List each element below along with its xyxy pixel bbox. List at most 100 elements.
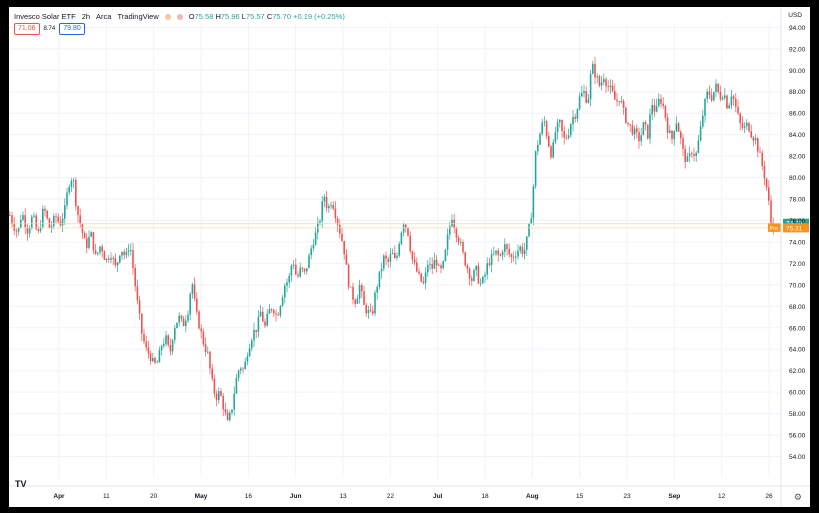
ohlc-change: +0.19 (+0.25%) [293,12,345,21]
candle-body [550,146,552,158]
candle-body [163,343,165,346]
interval-label[interactable]: 2h [81,12,91,21]
candle-body [108,258,110,260]
candle-body [209,351,211,369]
candle-body [66,192,68,206]
candle-body [515,256,517,258]
y-axis[interactable]: 54.00 56.00 58.00 60.00 62.00 64.00 66.00 68.00… [780,7,806,507]
candle-body [510,254,513,257]
candle-body [574,116,576,119]
candle-body [666,117,669,133]
spread-value: 8.74 [43,26,56,32]
candle-body [418,271,420,274]
candle-body [427,264,429,273]
candle-body [88,236,90,248]
pre-market-value: 75.31 [786,225,803,232]
candle-body [361,285,363,292]
candles [9,57,774,422]
y-tick-label: 60.00 [789,390,806,397]
candle-body [708,91,711,96]
candle-body [649,114,651,139]
x-tick-label: Jul [433,493,443,500]
candle-body [352,286,354,300]
candle-body [706,91,708,100]
y-tick-label: 62.00 [789,368,806,375]
candle-body [158,350,161,363]
candle-body [81,223,84,234]
candle-body [336,218,339,225]
candle-body [383,255,385,269]
candle-body [521,246,524,254]
candle-body [596,76,598,78]
candle-body [488,263,491,266]
candle-body [114,258,117,266]
candle-body [473,269,475,281]
candle-body [367,310,370,314]
candle-body [116,262,119,266]
y-tick-label: 54.00 [789,454,806,461]
candle-body [149,353,152,362]
y-tick-label: 92.00 [789,46,806,53]
y-tick-label: 58.00 [789,411,806,418]
candle-body [31,216,33,229]
tradingview-logo-icon[interactable]: TV [15,479,27,489]
candle-body [484,274,486,277]
candle-body [233,393,235,410]
candle-body [517,250,519,257]
candle-body [369,310,372,311]
candle-body [752,137,755,141]
candle-body [675,123,678,131]
symbol-title[interactable]: Invesco Solar ETF [14,12,76,21]
candle-body [512,256,515,258]
candle-body [130,250,132,251]
candle-body [42,208,44,228]
candle-body [431,263,433,269]
candle-body [182,318,185,327]
x-axis[interactable]: Apr 11 20 May 16 Jun 13 22 Jul 18 Aug 15 23 Sep 12 26 [9,485,810,500]
candle-body [759,151,761,153]
candle-body [330,205,332,207]
candle-body [655,105,658,112]
candle-body [145,341,147,348]
market-status-icon-2 [176,13,183,20]
candle-body [471,278,473,281]
candle-body [28,228,31,234]
y-tick-label: 88.00 [789,89,806,96]
buy-price-button[interactable]: 79.80 [59,23,85,35]
candle-body [446,234,449,250]
candle-body [435,259,438,266]
candle-body [647,124,649,139]
candle-body [444,249,447,261]
candle-body [732,96,735,99]
candle-body [699,126,702,141]
candle-body [218,391,220,401]
candle-body [585,91,587,103]
candle-body [468,268,471,279]
x-tick-label: 11 [103,493,110,500]
candle-body [97,252,99,254]
pre-market-tag [768,223,781,232]
candle-body [354,299,356,304]
candle-body [640,135,642,142]
candle-body [237,370,240,378]
currency-label[interactable]: USD [788,12,802,19]
candle-body [561,119,563,132]
sell-price-button[interactable]: 71.06 [14,23,40,35]
candle-body [671,130,673,140]
candle-body [570,124,572,136]
gear-icon[interactable]: ⚙ [793,492,802,502]
candle-body [350,286,352,288]
candle-body [244,361,246,369]
ohlc-open: 75.58 [194,12,214,21]
candle-body [572,116,574,125]
x-tick-label: 26 [765,493,773,500]
candle-body [288,275,290,283]
candle-body [422,281,425,284]
candle-body [262,311,264,322]
candle-body [717,83,719,92]
candle-body [611,85,614,91]
candle-body [633,128,636,135]
candle-body [735,98,737,107]
candle-body [702,115,704,127]
price-chart[interactable]: 75.70 Pre 75.31 54.00 56.00 58.00 60.00 62.00 6… [9,7,810,507]
